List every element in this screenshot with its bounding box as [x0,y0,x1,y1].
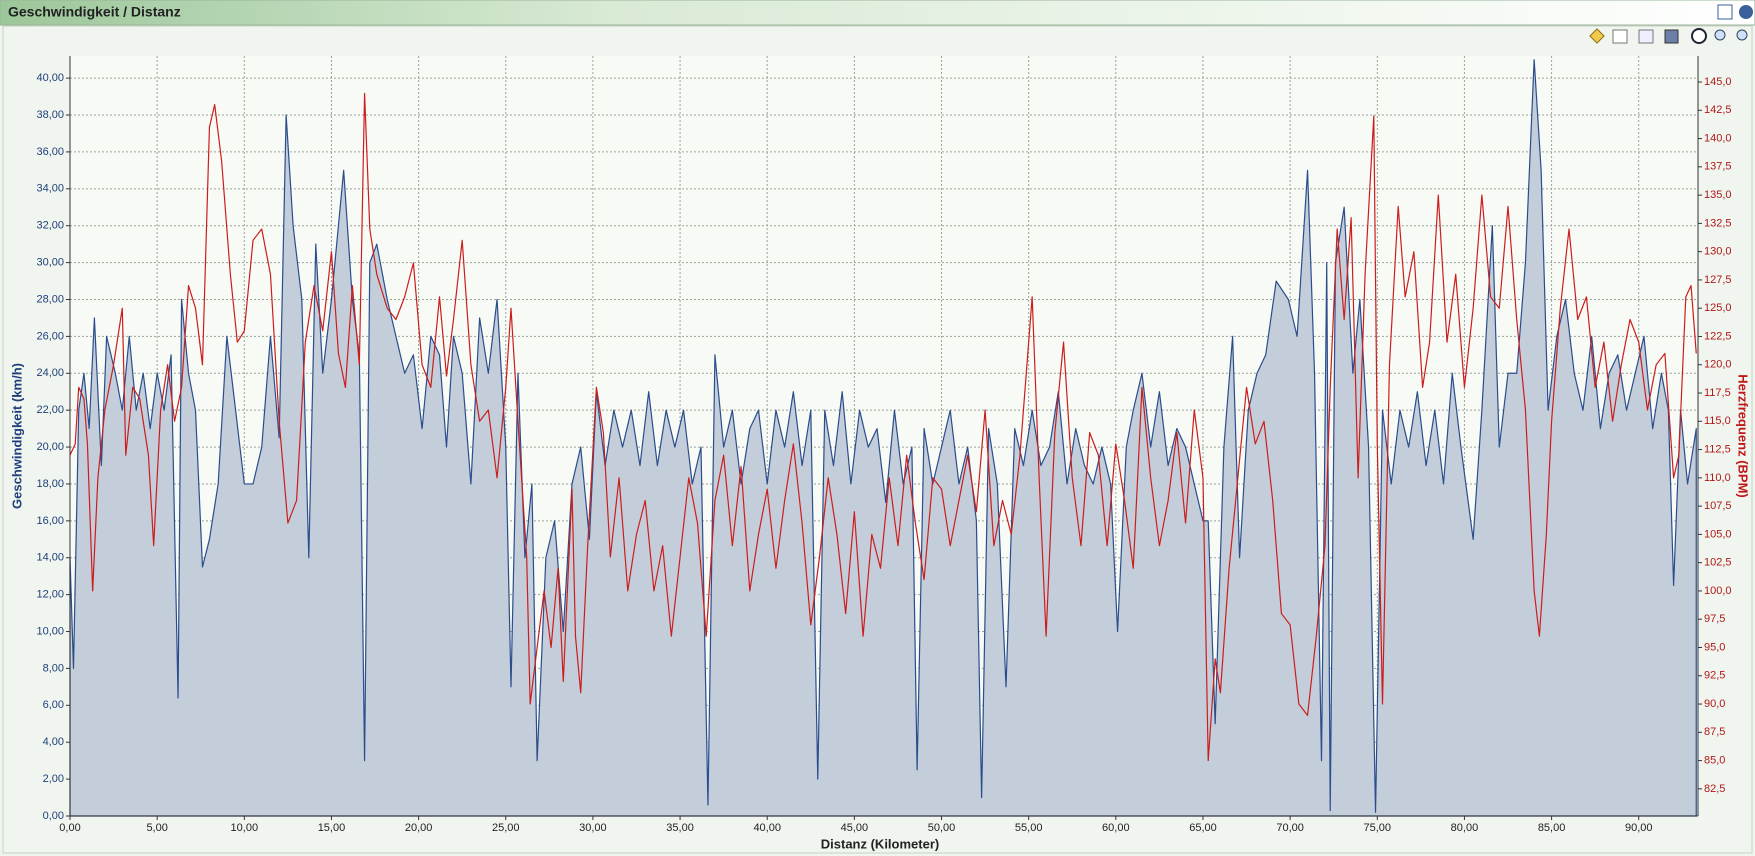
y2-tick-label: 100,0 [1704,585,1732,597]
y2-tick-label: 95,0 [1704,641,1725,653]
y-tick-label: 6,00 [43,699,64,711]
y-tick-label: 30,00 [36,257,64,269]
y2-tick-label: 125,0 [1704,302,1732,314]
y2-tick-label: 145,0 [1704,76,1732,88]
y2-tick-label: 87,5 [1704,726,1725,738]
y2-tick-label: 132,5 [1704,217,1732,229]
x-tick-label: 15,00 [318,822,346,834]
x-tick-label: 85,00 [1538,822,1566,834]
y2-tick-label: 130,0 [1704,246,1732,258]
x-tick-label: 55,00 [1015,822,1043,834]
tool-save[interactable] [1664,29,1679,44]
y-tick-label: 2,00 [43,773,64,785]
y-tick-label: 18,00 [36,478,64,490]
y2-tick-label: 112,5 [1704,443,1731,455]
y-tick-label: 32,00 [36,220,64,232]
x-tick-label: 30,00 [579,822,607,834]
y-tick-label: 40,00 [36,72,64,84]
x-tick-label: 80,00 [1451,822,1479,834]
x-tick-label: 35,00 [666,822,694,834]
y2-tick-label: 120,0 [1704,359,1732,371]
x-tick-label: 25,00 [492,822,520,834]
layout-button[interactable] [1717,4,1733,20]
y-tick-label: 4,00 [43,736,64,748]
tool-zoom-in[interactable] [1736,29,1748,41]
y2-tick-label: 135,0 [1704,189,1732,201]
x-tick-label: 20,00 [405,822,433,834]
y2-tick-label: 127,5 [1704,274,1732,286]
y-tick-label: 10,00 [36,625,64,637]
x-tick-label: 10,00 [231,822,259,834]
x-tick-label: 60,00 [1102,822,1130,834]
x-tick-label: 5,00 [146,822,167,834]
x-tick-label: 45,00 [841,822,869,834]
menu-button[interactable] [1739,5,1753,19]
speed-area [69,59,1697,817]
x-axis-title: Distanz (Kilometer) [821,836,939,851]
y2-tick-label: 97,5 [1704,613,1725,625]
x-tick-label: 70,00 [1276,822,1304,834]
tool-grid[interactable] [1612,29,1628,44]
y2-tick-label: 110,0 [1704,472,1731,484]
y-tick-label: 12,00 [36,589,64,601]
toolbar [1589,28,1748,44]
x-tick-label: 65,00 [1189,822,1217,834]
y2-tick-label: 122,5 [1704,330,1732,342]
y2-tick-label: 142,5 [1704,104,1732,116]
x-tick-label: 40,00 [753,822,781,834]
y-tick-label: 22,00 [36,404,64,416]
y2-tick-label: 92,5 [1704,670,1725,682]
y2-tick-label: 107,5 [1704,500,1732,512]
tool-zoom-out[interactable] [1714,29,1726,41]
tool-pan[interactable] [1691,28,1707,44]
y2-tick-label: 90,0 [1704,698,1725,710]
y-tick-label: 20,00 [36,441,64,453]
heart-rate-line [69,92,1697,762]
y-tick-label: 14,00 [36,552,64,564]
y-tick-label: 34,00 [36,183,64,195]
y-tick-label: 8,00 [43,662,64,674]
y2-tick-label: 117,5 [1704,387,1731,399]
y2-axis-title: Herzfrequenz (BPM) [1736,374,1751,498]
x-tick-label: 75,00 [1364,822,1392,834]
panel-border [2,25,1753,854]
x-tick-label: 90,00 [1625,822,1653,834]
y2-tick-label: 140,0 [1704,132,1732,144]
y-tick-label: 16,00 [36,515,64,527]
y-tick-label: 0,00 [43,810,64,822]
y-tick-label: 36,00 [36,146,64,158]
x-tick-label: 50,00 [928,822,956,834]
y-axis-title: Geschwindigkeit (km/h) [9,363,24,509]
y2-tick-label: 105,0 [1704,528,1732,540]
x-tick-label: 0,00 [59,822,80,834]
y2-tick-label: 137,5 [1704,161,1732,173]
chart-title: Geschwindigkeit / Distanz [8,4,181,20]
y-tick-label: 24,00 [36,367,64,379]
title-bar [0,0,1755,26]
y2-tick-label: 85,0 [1704,754,1725,766]
tool-marker[interactable] [1589,28,1605,44]
y2-tick-label: 82,5 [1704,783,1725,795]
y-tick-label: 26,00 [36,330,64,342]
tool-chart[interactable] [1638,29,1654,44]
y-tick-label: 28,00 [36,293,64,305]
y-tick-label: 38,00 [36,109,64,121]
y2-tick-label: 102,5 [1704,557,1732,569]
y2-tick-label: 115,0 [1704,415,1731,427]
